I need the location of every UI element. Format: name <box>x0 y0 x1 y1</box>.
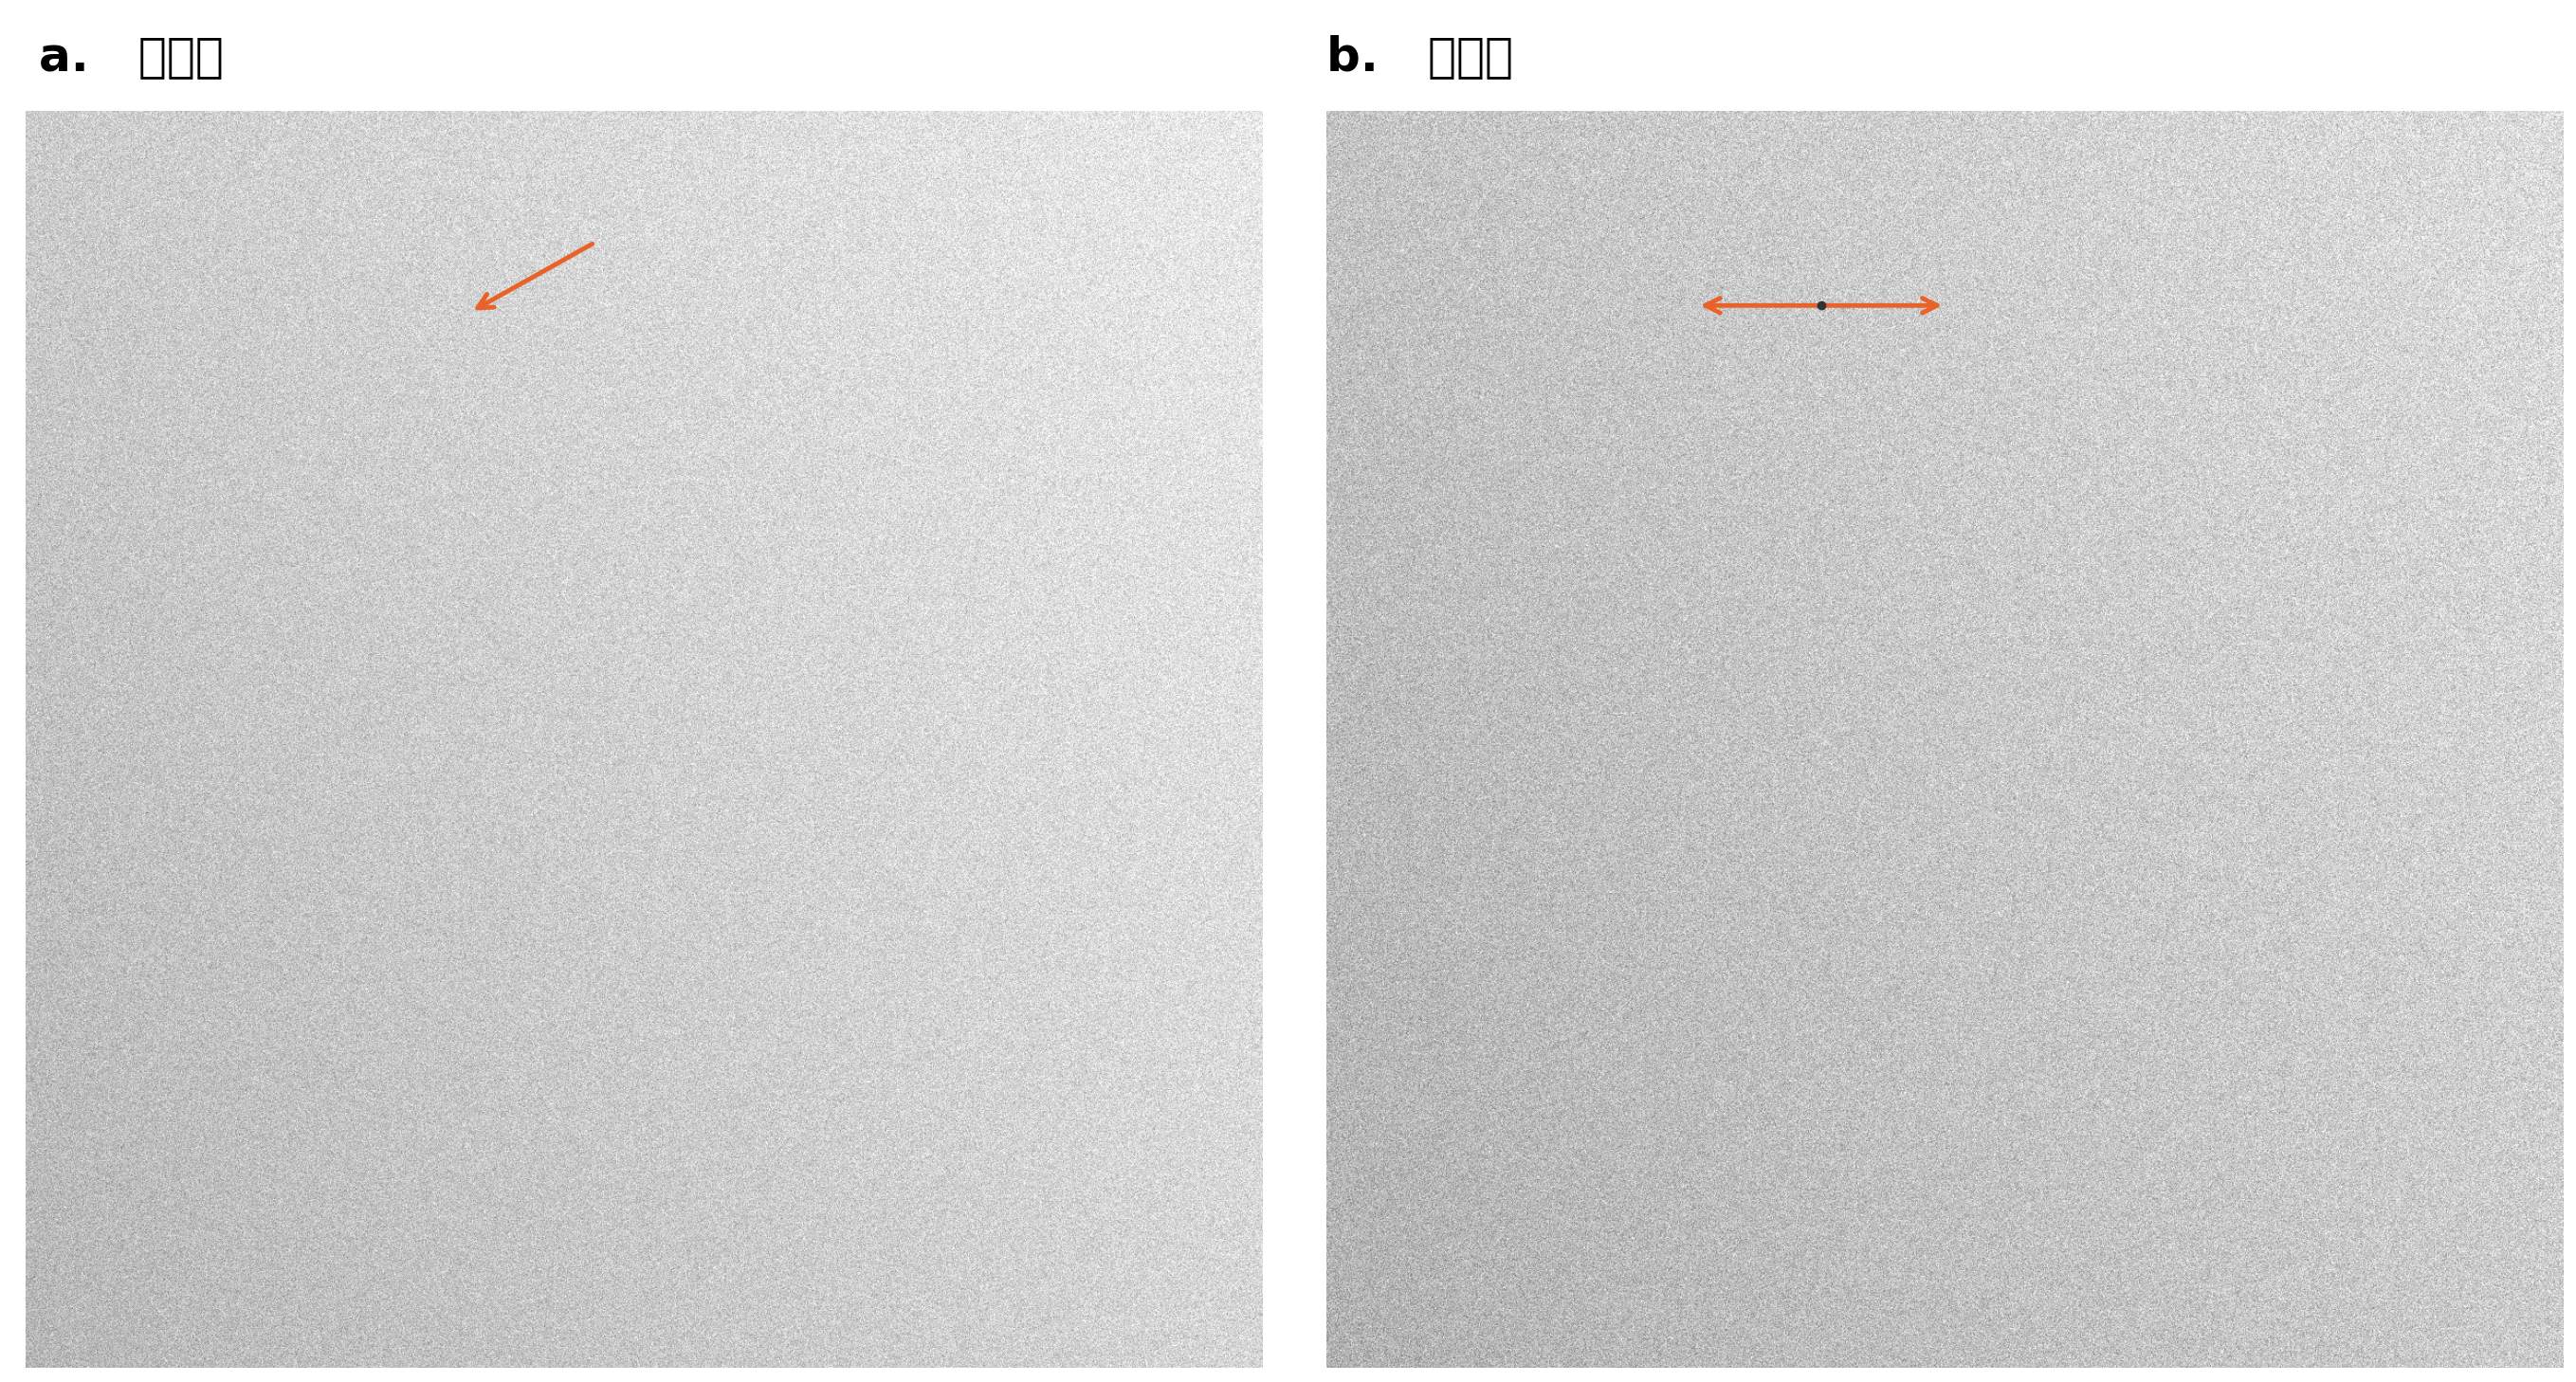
Text: b.   治療後: b. 治療後 <box>1327 35 1515 80</box>
Text: a.   治療前: a. 治療前 <box>39 35 224 80</box>
